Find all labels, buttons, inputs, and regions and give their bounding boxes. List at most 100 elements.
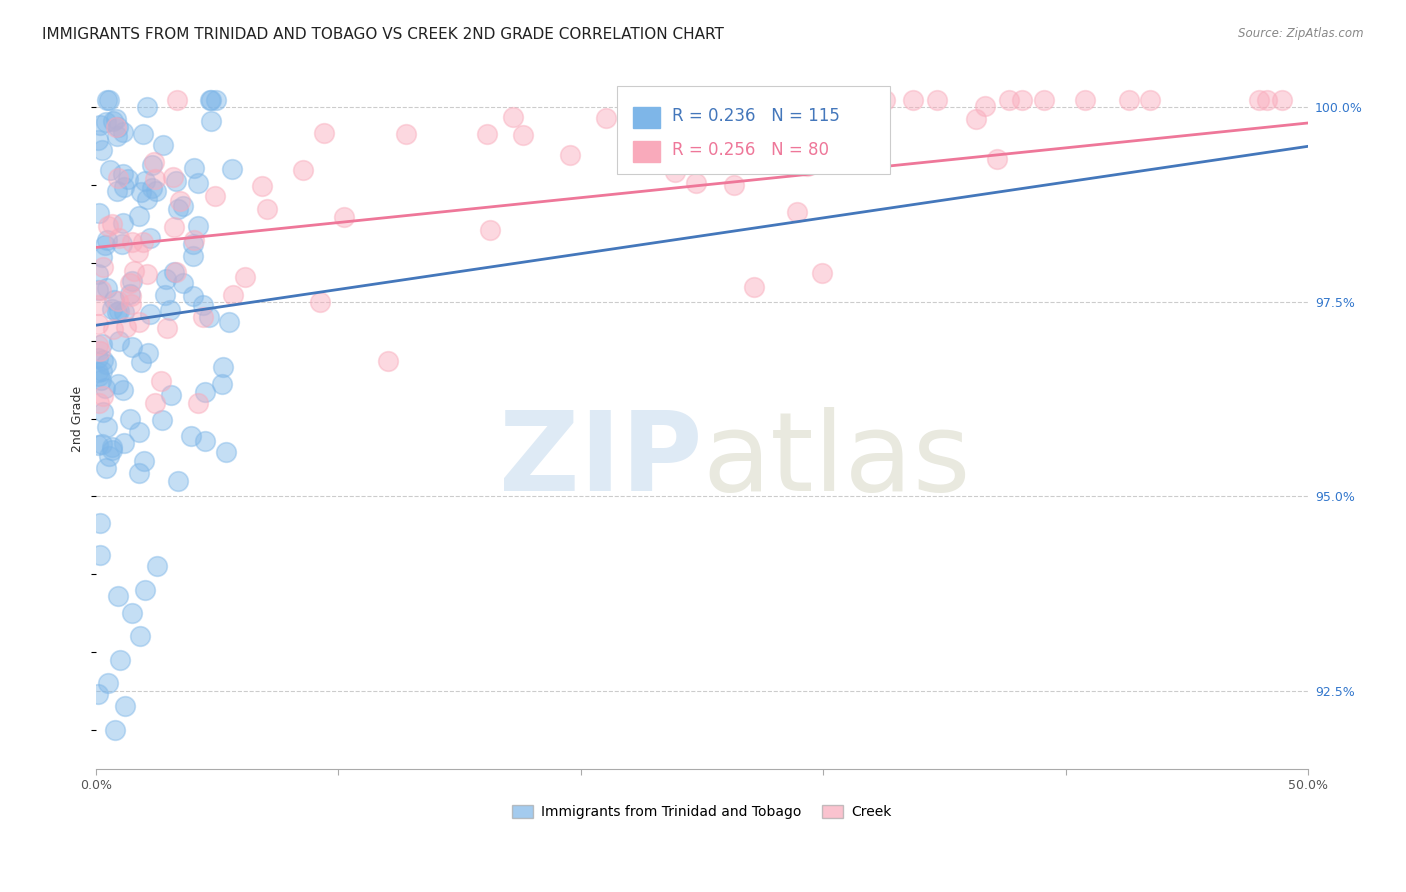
Point <box>222 288 245 302</box>
Point <box>101 114 124 128</box>
Text: IMMIGRANTS FROM TRINIDAD AND TOBAGO VS CREEK 2ND GRADE CORRELATION CHART: IMMIGRANTS FROM TRINIDAD AND TOBAGO VS C… <box>42 27 724 42</box>
Point <box>87 317 110 331</box>
Point <box>512 128 534 143</box>
Point <box>132 127 155 141</box>
Point <box>652 93 675 107</box>
Point <box>595 112 617 126</box>
Text: R = 0.256   N = 80: R = 0.256 N = 80 <box>672 142 828 160</box>
Point <box>87 351 110 366</box>
Text: Source: ZipAtlas.com: Source: ZipAtlas.com <box>1239 27 1364 40</box>
Point <box>87 133 110 147</box>
Point <box>769 145 792 160</box>
Point <box>153 287 176 301</box>
Point <box>198 93 221 107</box>
Point <box>134 174 156 188</box>
Point <box>118 277 141 291</box>
Point <box>308 295 330 310</box>
Point <box>198 310 221 324</box>
Point <box>94 461 117 475</box>
Point <box>87 206 110 220</box>
Point <box>138 231 160 245</box>
Point <box>91 260 114 274</box>
Point <box>160 388 183 402</box>
Point <box>1256 93 1278 107</box>
Point <box>89 343 111 358</box>
Point <box>111 125 134 139</box>
Point <box>104 723 127 737</box>
Point <box>477 127 499 141</box>
Point <box>166 202 188 216</box>
FancyBboxPatch shape <box>633 107 659 128</box>
Point <box>181 237 204 252</box>
Point <box>87 438 110 452</box>
Point <box>291 163 314 178</box>
Point <box>108 230 131 244</box>
Point <box>129 355 152 369</box>
Point <box>98 449 121 463</box>
Point <box>558 148 581 162</box>
Point <box>89 516 111 530</box>
Point <box>685 177 707 191</box>
Point <box>218 315 240 329</box>
Point <box>121 606 143 620</box>
Point <box>134 582 156 597</box>
Point <box>377 354 399 368</box>
Point <box>163 265 186 279</box>
Point <box>101 217 124 231</box>
Point <box>143 171 166 186</box>
Point <box>998 93 1021 107</box>
Point <box>142 155 165 169</box>
Point <box>965 112 987 126</box>
Point <box>333 211 356 225</box>
Point <box>191 310 214 325</box>
Point <box>120 296 142 310</box>
Point <box>172 276 194 290</box>
Point <box>91 336 114 351</box>
Point <box>94 357 117 371</box>
Point <box>90 250 112 264</box>
Point <box>132 235 155 249</box>
Point <box>156 320 179 334</box>
Point <box>98 163 121 178</box>
Point <box>986 152 1008 166</box>
Point <box>121 275 143 289</box>
Point <box>183 161 205 176</box>
Point <box>162 170 184 185</box>
Point <box>87 337 110 351</box>
Point <box>664 165 686 179</box>
Point <box>194 434 217 448</box>
Point <box>502 111 524 125</box>
Point <box>143 396 166 410</box>
Point <box>811 266 834 280</box>
Point <box>91 364 114 378</box>
Point <box>166 474 188 488</box>
Point <box>181 288 204 302</box>
Point <box>200 93 222 107</box>
Point <box>90 283 112 297</box>
Point <box>107 334 129 348</box>
Point <box>1271 93 1294 107</box>
Point <box>128 629 150 643</box>
Point <box>150 412 173 426</box>
Point <box>107 589 129 603</box>
Point <box>211 376 233 391</box>
Point <box>122 264 145 278</box>
Point <box>87 369 110 384</box>
Point <box>128 315 150 329</box>
Point <box>183 233 205 247</box>
Point <box>105 184 128 198</box>
Point <box>145 559 167 574</box>
Point <box>1011 93 1033 107</box>
Point <box>111 236 134 251</box>
Point <box>121 340 143 354</box>
Point <box>118 287 141 301</box>
Point <box>806 93 828 107</box>
Point <box>873 93 896 107</box>
Point <box>91 437 114 451</box>
Point <box>136 346 159 360</box>
Point <box>395 128 418 142</box>
Point <box>312 126 335 140</box>
Point <box>87 396 110 410</box>
Point <box>112 305 135 319</box>
Point <box>152 137 174 152</box>
